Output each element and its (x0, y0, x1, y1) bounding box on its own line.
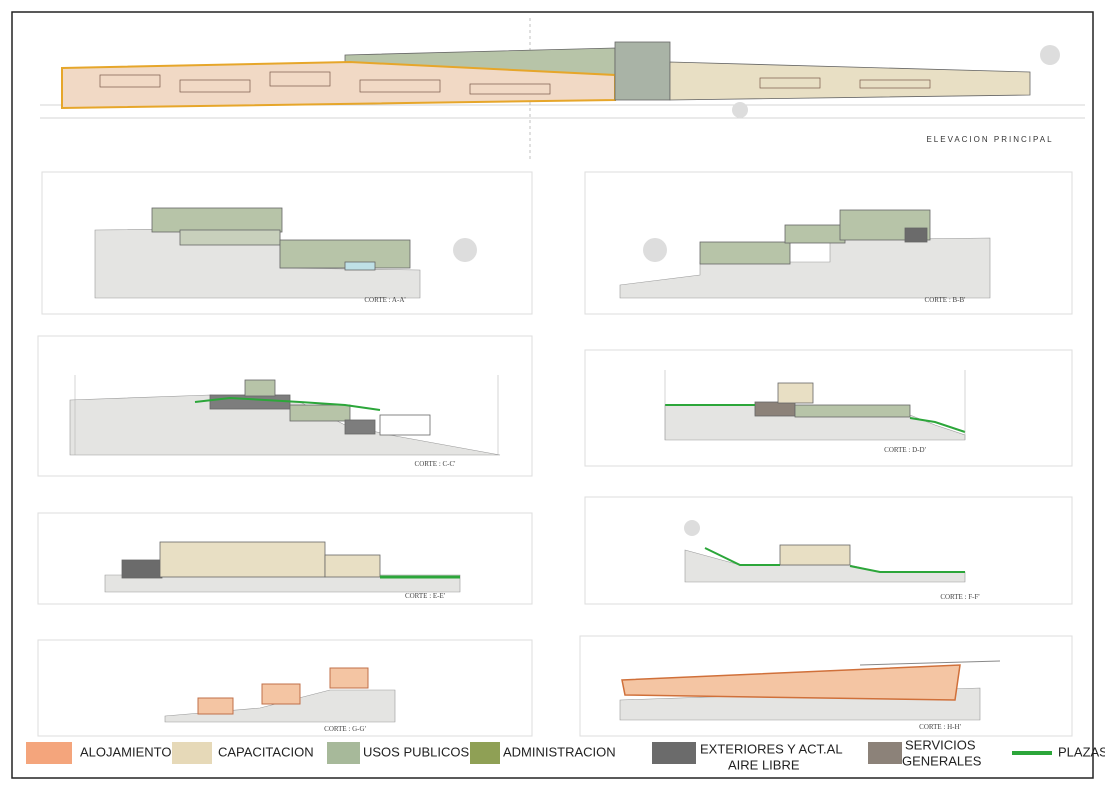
legend-label: PLAZAS (1058, 744, 1105, 759)
section-drawing (104, 541, 461, 593)
section-label: CORTE : H-H' (919, 723, 961, 731)
elevation-drawing (40, 18, 1085, 160)
section-label: CORTE : C-C' (415, 460, 456, 468)
section-drawing (69, 375, 501, 456)
legend-label: CAPACITACION (218, 744, 314, 759)
legend-label: EXTERIORES Y ACT.AL (700, 741, 843, 756)
legend-swatch (26, 742, 72, 764)
legend-label: ALOJAMIENTO (80, 744, 172, 759)
legend-label: USOS PUBLICOS (363, 744, 470, 759)
legend-label: SERVICIOS (905, 737, 976, 752)
section-label: CORTE : D-D' (884, 446, 926, 454)
section-drawing (664, 370, 966, 441)
section-label: CORTE : E-E' (405, 592, 445, 600)
elevation-title: ELEVACION PRINCIPAL (926, 135, 1053, 144)
section-label: CORTE : B-B' (925, 296, 966, 304)
legend-swatch (868, 742, 902, 764)
section-drawing (684, 520, 966, 583)
section-label: CORTE : F-F' (940, 593, 979, 601)
legend-swatch (327, 742, 360, 764)
section-label: CORTE : G-G' (324, 725, 366, 733)
legend-label: GENERALES (902, 753, 982, 768)
legend-label: ADMINISTRACION (503, 744, 616, 759)
legend-swatch (652, 742, 696, 764)
legend: ALOJAMIENTO CAPACITACION USOS PUBLICOS A… (26, 737, 1105, 772)
section-drawing (619, 209, 991, 299)
section-drawing (164, 667, 396, 723)
section-drawing (619, 660, 1001, 721)
legend-swatch (172, 742, 212, 764)
legend-swatch (470, 742, 500, 764)
legend-label: AIRE LIBRE (728, 757, 800, 772)
section-label: CORTE : A-A' (364, 296, 405, 304)
section-drawing (94, 207, 477, 299)
